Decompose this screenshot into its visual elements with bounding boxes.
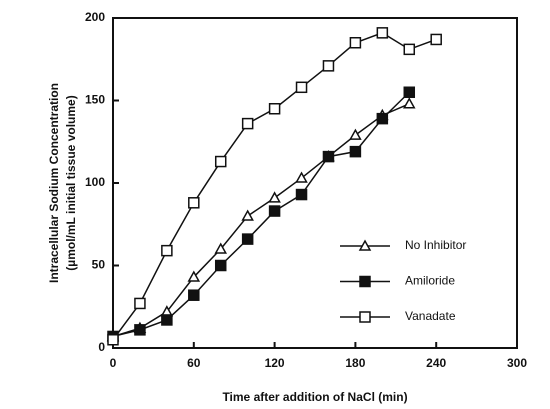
data-point [241, 209, 254, 221]
x-tick-label: 240 [426, 356, 446, 370]
x-tick-label: 60 [187, 356, 201, 370]
data-point [295, 171, 308, 183]
data-point [241, 233, 254, 245]
data-point [134, 297, 146, 310]
legend-label: No Inhibitor [405, 238, 466, 252]
y-axis-label: Intracellular Sodium Concentration [47, 83, 61, 283]
x-tick-label: 300 [507, 356, 527, 370]
data-point [268, 191, 281, 203]
legend-marker [359, 275, 371, 288]
data-point [376, 112, 389, 125]
data-point [241, 117, 254, 130]
legend-label: Vanadate [405, 309, 456, 323]
data-point [107, 334, 119, 346]
data-point [161, 314, 173, 326]
y-tick-label: 0 [98, 340, 105, 354]
data-point [349, 37, 362, 49]
plot-frame [112, 17, 518, 349]
data-point [349, 145, 362, 158]
data-point [161, 244, 173, 257]
x-axis-label: Time after addition of NaCl (min) [222, 390, 407, 404]
data-point [214, 155, 227, 168]
data-point [268, 205, 281, 217]
legend-label: Amiloride [405, 274, 455, 288]
data-point [188, 197, 200, 209]
data-point [322, 150, 335, 163]
y-axis-label: (µmol/mL initial tissue volume) [64, 95, 78, 270]
data-point [376, 27, 389, 39]
data-point [322, 60, 335, 72]
data-point [214, 242, 228, 254]
legend-marker [358, 239, 372, 251]
series-line [112, 32, 437, 341]
x-tick-label: 120 [265, 356, 285, 370]
data-point [349, 128, 362, 140]
data-point [403, 43, 416, 56]
data-point [214, 259, 227, 272]
series-line [112, 103, 410, 338]
legend-marker [359, 311, 371, 323]
y-tick-label: 50 [92, 258, 106, 272]
data-point [295, 81, 308, 94]
x-tick-label: 180 [345, 356, 365, 370]
data-point [188, 289, 200, 301]
data-point [134, 324, 146, 336]
data-point [187, 270, 201, 282]
data-point [430, 33, 442, 46]
data-point [268, 103, 281, 115]
data-point [295, 188, 308, 201]
data-point [402, 97, 416, 109]
y-tick-label: 150 [85, 93, 105, 107]
y-tick-label: 100 [85, 175, 105, 189]
y-tick-label: 200 [85, 10, 105, 24]
x-tick-label: 0 [110, 356, 117, 370]
data-point [403, 86, 416, 98]
